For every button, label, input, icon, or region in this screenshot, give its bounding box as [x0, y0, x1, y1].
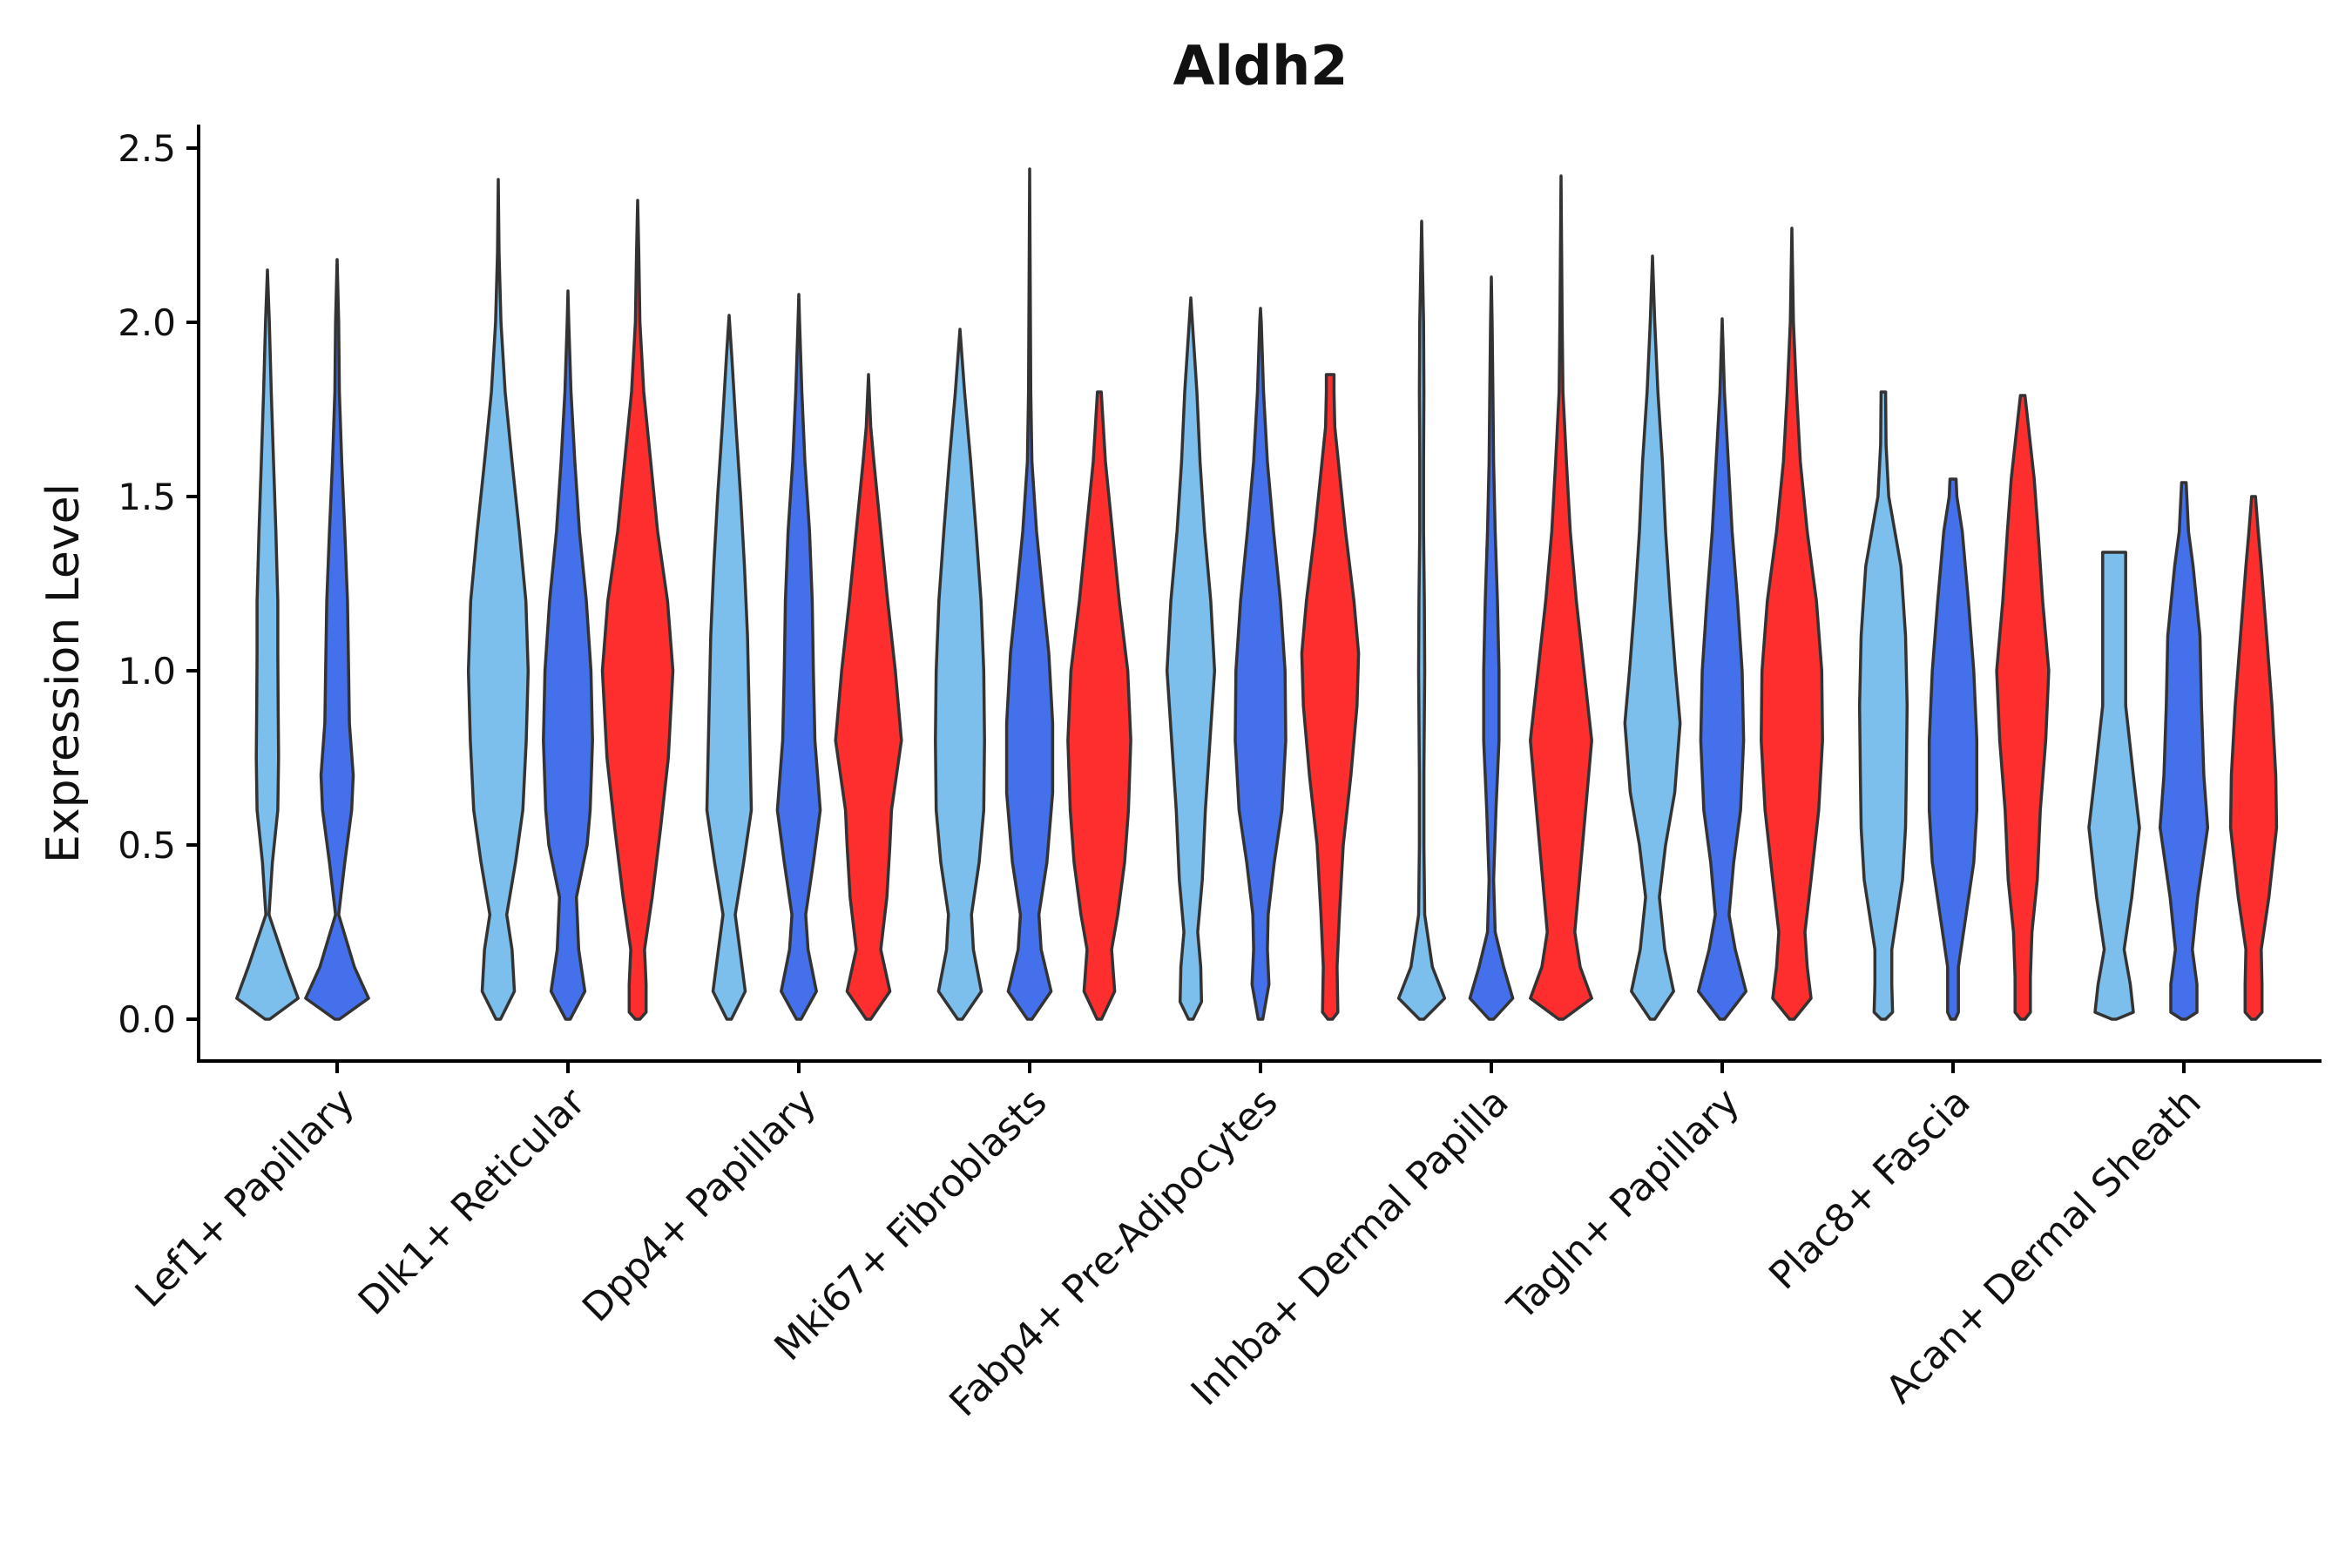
violin-group1-6	[1623, 254, 1682, 1021]
violin-group3-3	[1066, 390, 1132, 1021]
violin-group1-8	[2087, 551, 2141, 1021]
violin-group2-0	[304, 258, 370, 1021]
violin-group2-1	[542, 289, 594, 1021]
x-tick-label: Tagln+ Papillary	[1499, 1080, 1748, 1329]
violin-group2-3	[1004, 167, 1055, 1021]
axis-lines	[197, 125, 2322, 1063]
violin-group3-1	[600, 199, 675, 1021]
violin-group2-2	[775, 293, 822, 1021]
y-tick-label: 1.5	[118, 476, 176, 518]
x-tick-label: Dpp4+ Papillary	[574, 1080, 825, 1331]
violin-group2-6	[1696, 317, 1748, 1021]
violin-group3-4	[1300, 373, 1361, 1021]
violin-group3-6	[1760, 226, 1824, 1021]
y-axis-ticks: 0.0 0.5 1.0 1.5 2.0 2.5	[118, 127, 199, 1041]
violin-group3-8	[2228, 495, 2279, 1021]
violin-group2-4	[1233, 307, 1288, 1021]
violin-group2-8	[2158, 481, 2210, 1021]
y-tick-label: 0.0	[118, 998, 176, 1041]
y-axis-label: Expression Level	[37, 483, 90, 863]
violin-group2-5	[1468, 275, 1515, 1021]
y-tick-label: 1.0	[118, 650, 176, 693]
y-tick-label: 2.5	[118, 127, 176, 170]
y-tick-label: 0.5	[118, 824, 176, 867]
violin-group1-3	[934, 328, 986, 1021]
chart-title: Aldh2	[1173, 34, 1348, 98]
violin-group3-7	[1995, 394, 2051, 1021]
violin-group1-2	[705, 314, 754, 1021]
violin-group1-1	[466, 178, 531, 1021]
violin-group3-2	[834, 373, 903, 1021]
violin-group1-4	[1165, 296, 1217, 1021]
violin-group1-0	[235, 268, 300, 1021]
x-tick-label: Plac8+ Fascia	[1761, 1080, 1979, 1299]
violin-group	[235, 167, 2279, 1021]
x-tick-label: Lef1+ Papillary	[127, 1080, 363, 1316]
violin-group3-5	[1529, 174, 1593, 1021]
x-tick-label: Dlk1+ Reticular	[350, 1079, 595, 1324]
y-tick-label: 2.0	[118, 301, 176, 344]
violin-group2-7	[1927, 477, 1979, 1021]
violin-group1-5	[1396, 220, 1447, 1021]
violin-group1-7	[1857, 390, 1909, 1021]
